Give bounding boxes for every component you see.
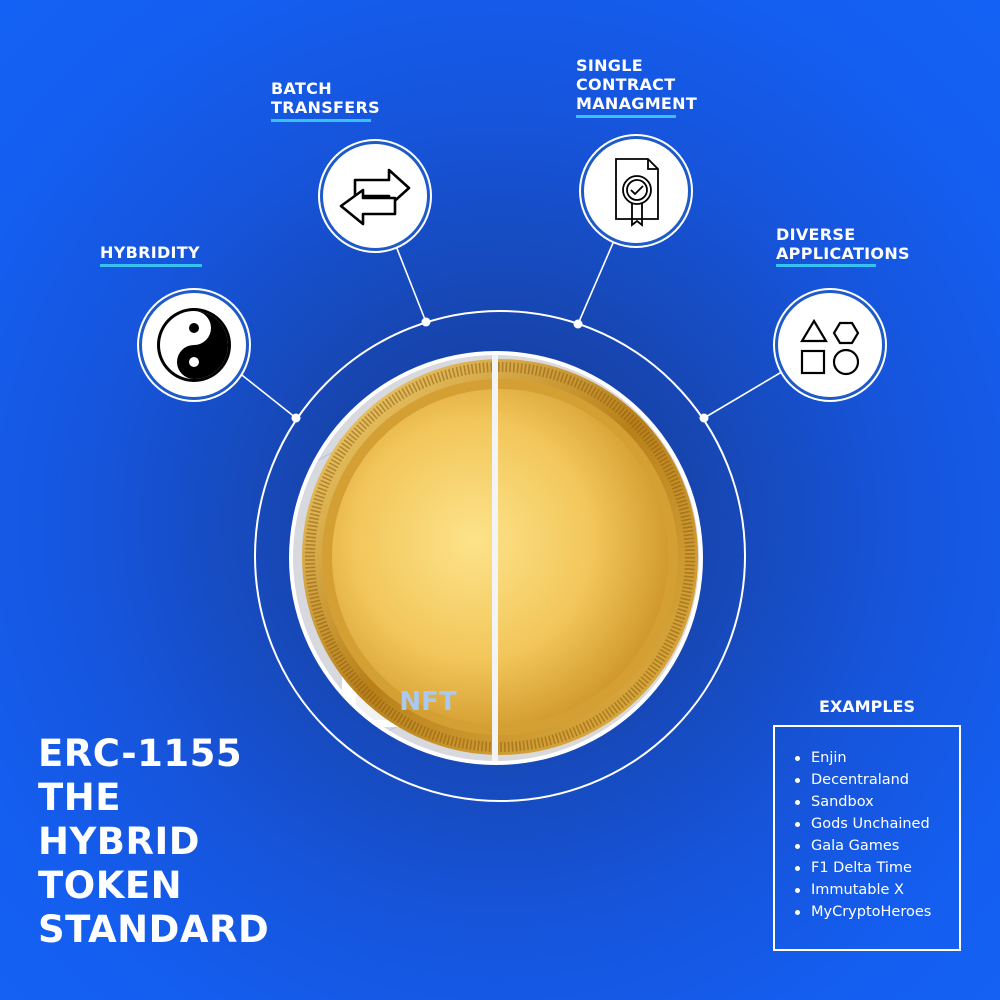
batch-transfers-underline	[271, 119, 371, 122]
nft-label: NFT	[399, 687, 457, 717]
diverse-applications-label: DIVERSE APPLICATIONS	[776, 225, 910, 263]
hybridity-label: HYBRIDITY	[100, 243, 200, 262]
examples-list-box: Enjin Decentraland Sandbox Gods Unchaine…	[773, 725, 961, 951]
page-title: ERC-1155 THE HYBRID TOKEN STANDARD	[38, 732, 269, 952]
outer-ring	[254, 310, 746, 802]
connector-lines	[227, 242, 786, 419]
diverse-applications-underline	[776, 264, 876, 267]
yin-yang-icon	[157, 308, 231, 382]
list-item: MyCryptoHeroes	[791, 901, 959, 923]
hybridity-icon-badge	[139, 290, 249, 400]
title-line: THE	[38, 776, 121, 819]
swap-arrows-icon	[339, 168, 411, 226]
list-item: Gala Games	[791, 835, 959, 857]
diverse-applications-icon-badge	[775, 290, 885, 400]
list-item: Immutable X	[791, 879, 959, 901]
title-line: ERC-1155	[38, 732, 243, 775]
document-check-icon	[615, 158, 659, 227]
single-contract-icon-badge	[581, 136, 691, 246]
title-line: STANDARD	[38, 908, 270, 951]
coin-half	[302, 355, 699, 761]
hybridity-underline	[100, 264, 202, 267]
examples-heading: EXAMPLES	[819, 697, 915, 716]
batch-transfers-label: BATCH TRANSFERS	[271, 79, 380, 117]
list-item: Sandbox	[791, 791, 959, 813]
list-item: Enjin	[791, 747, 959, 769]
list-item: Decentraland	[791, 769, 959, 791]
single-contract-underline	[576, 115, 676, 118]
examples-list: Enjin Decentraland Sandbox Gods Unchaine…	[775, 727, 959, 923]
title-line: TOKEN	[38, 864, 183, 907]
title-line: HYBRID	[38, 820, 200, 863]
batch-transfers-icon-badge	[320, 141, 430, 251]
connector-dots	[291, 317, 709, 423]
single-contract-label: SINGLE CONTRACT MANAGMENT	[576, 56, 698, 113]
shapes-icon	[800, 318, 860, 376]
list-item: F1 Delta Time	[791, 857, 959, 879]
list-item: Gods Unchained	[791, 813, 959, 835]
